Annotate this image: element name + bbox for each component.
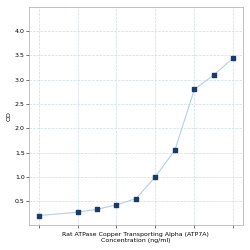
Point bbox=[134, 196, 138, 200]
Point bbox=[154, 175, 158, 179]
Point bbox=[114, 203, 118, 207]
Point bbox=[192, 88, 196, 92]
Y-axis label: OD: OD bbox=[7, 111, 12, 121]
Point bbox=[36, 214, 40, 218]
X-axis label: Rat ATPase Copper Transporting Alpha (ATP7A)
Concentration (ng/ml): Rat ATPase Copper Transporting Alpha (AT… bbox=[62, 232, 209, 243]
Point bbox=[95, 207, 99, 211]
Point bbox=[231, 56, 235, 60]
Point bbox=[173, 148, 177, 152]
Point bbox=[76, 210, 80, 214]
Point bbox=[212, 73, 216, 77]
